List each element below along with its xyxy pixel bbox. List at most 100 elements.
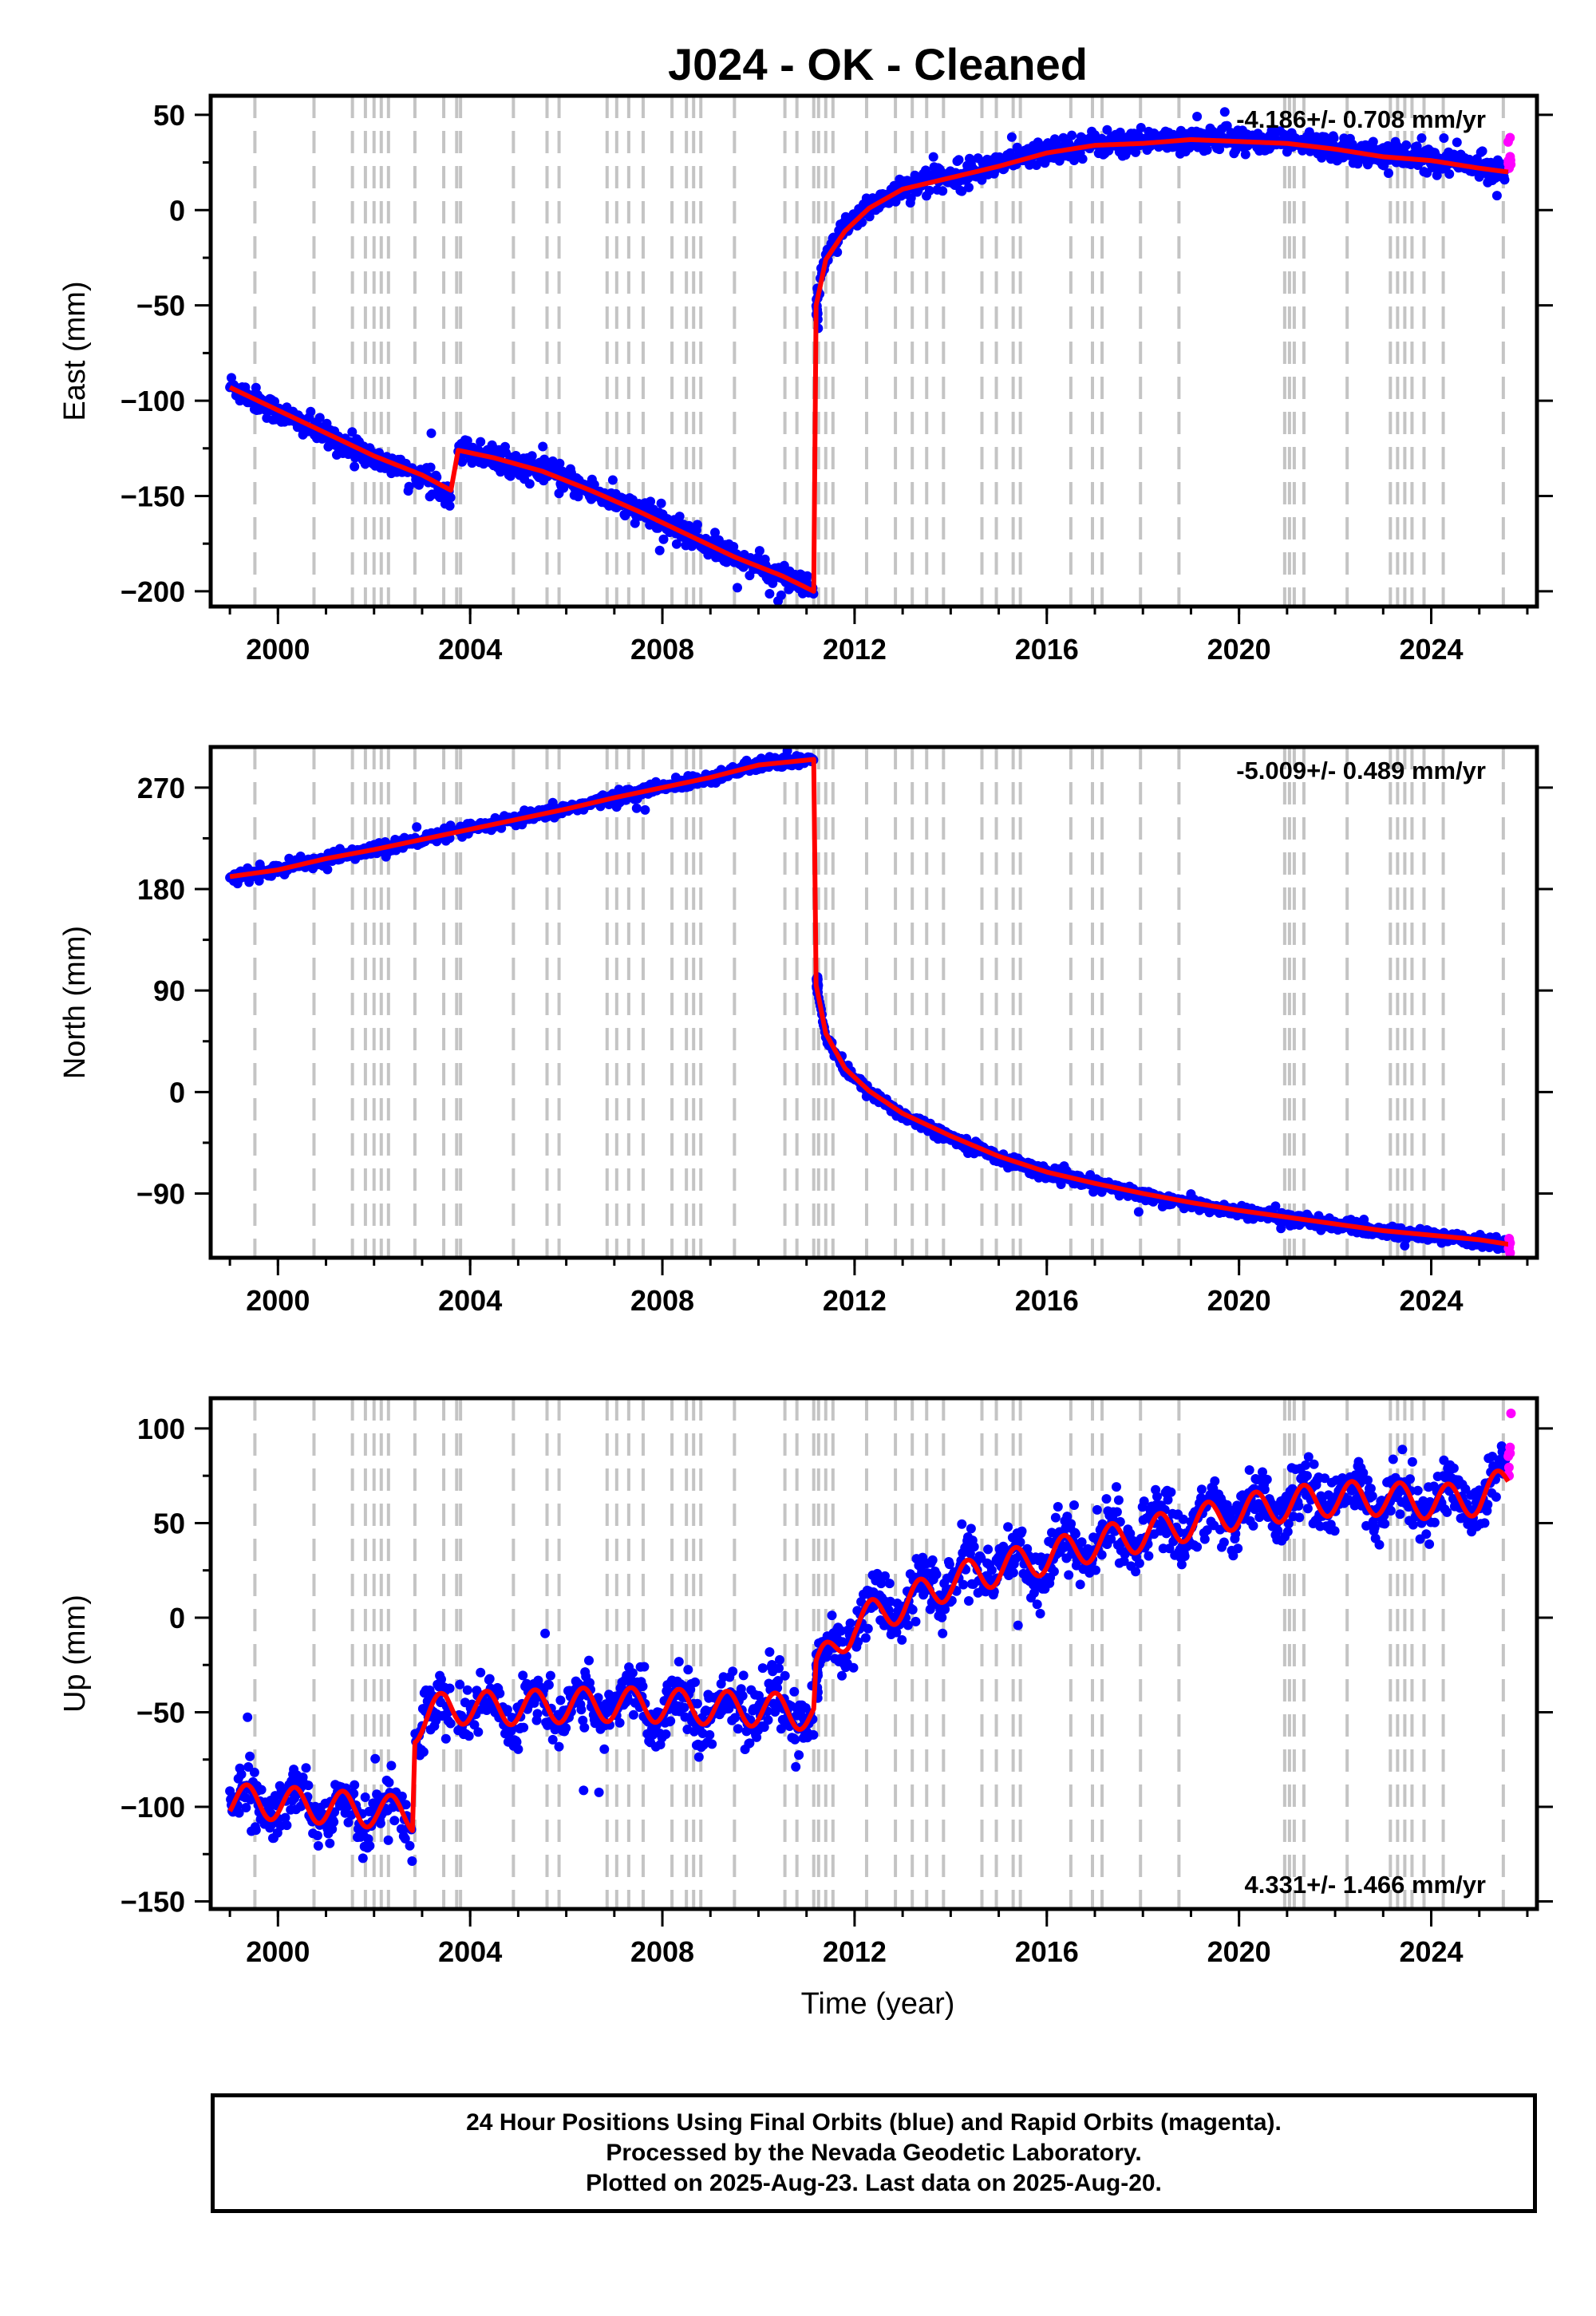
final-orbit-point [358,1853,368,1863]
final-orbit-point [864,211,875,222]
final-orbit-point [445,492,456,503]
final-orbit-point [1384,168,1393,178]
final-orbit-point [733,1724,743,1734]
final-orbit-point [897,1634,907,1645]
final-orbit-point [1196,1484,1207,1495]
final-orbit-point [455,1679,465,1690]
x-tick-label: 2020 [1207,1284,1271,1317]
final-orbit-point [1248,1520,1258,1531]
final-orbit-point [347,427,358,437]
final-orbit-point [710,528,720,538]
final-orbit-point [966,1524,976,1534]
final-orbit-point [1077,154,1088,164]
final-orbit-point [360,1792,370,1802]
final-orbit-point [1131,1567,1141,1577]
final-orbit-point [282,1820,292,1831]
final-orbit-point [646,496,656,507]
final-orbit-point [983,1544,994,1555]
final-orbit-point [738,1670,749,1681]
final-orbit-point [658,534,669,544]
final-orbit-point [256,1784,267,1795]
final-orbit-point [312,1831,322,1840]
final-orbit-point [782,747,792,756]
rapid-orbit-point [1503,156,1514,166]
final-orbit-point [404,481,414,492]
final-orbit-point [1192,1542,1203,1552]
x-tick-label: 2012 [823,1284,887,1317]
final-orbit-point [389,1816,400,1826]
final-orbit-point [350,461,360,472]
final-orbit-point [757,1663,768,1674]
final-orbit-point [1144,1551,1154,1561]
final-orbit-point [502,1705,512,1715]
y-tick-label: −90 [136,1177,185,1210]
final-orbit-point [1025,160,1035,170]
x-tick-label: 2004 [438,1284,502,1317]
north-x-axis: 2000 2004 2008 2012 2016 2020 2024 [228,1258,1529,1317]
y-tick-label: 0 [169,194,185,227]
final-orbit-point [692,1698,702,1709]
final-orbit-point [236,1769,247,1780]
final-orbit-point [561,1723,571,1733]
final-orbit-point [314,413,325,423]
final-orbit-point [937,1612,947,1622]
final-orbit-point [425,462,436,472]
final-orbit-point [270,397,279,407]
final-orbit-point [426,428,437,438]
final-orbit-point [1499,175,1510,185]
north-model-fit-line [227,757,1511,1247]
final-orbit-point [313,1840,323,1851]
final-orbit-point [789,1686,800,1697]
final-orbit-point [1049,1567,1059,1577]
final-orbit-point [683,1665,693,1675]
final-orbit-point [234,1808,244,1818]
x-tick-label: 2024 [1399,633,1463,666]
final-orbit-point [444,1683,455,1694]
final-orbit-point [538,441,548,452]
final-orbit-point [638,1682,648,1691]
final-orbit-point [911,1616,921,1626]
final-orbit-point [1401,140,1412,150]
final-orbit-point [1035,1608,1045,1618]
y-tick-label: −150 [120,480,185,512]
final-orbit-point [589,480,599,490]
final-orbit-point [396,1824,406,1834]
final-orbit-point [327,1824,338,1834]
final-orbit-point [640,804,650,815]
final-orbit-point [607,475,618,485]
east-x-axis: 2000 2004 2008 2012 2016 2020 2024 [228,607,1529,666]
final-orbit-point [863,1623,873,1634]
y-tick-label: 180 [137,873,185,906]
final-orbit-point [860,1633,871,1643]
final-orbit-point [790,1734,800,1745]
final-orbit-point [1075,1579,1085,1590]
final-orbit-point [1233,1543,1243,1554]
final-orbit-point [1262,1474,1272,1484]
final-orbit-point [329,1817,339,1827]
final-orbit-point [654,545,665,555]
final-orbit-point [343,1817,354,1828]
final-orbit-point [845,1618,855,1628]
final-orbit-point [1112,1507,1122,1517]
x-tick-label: 2012 [823,633,887,666]
y-tick-label: 270 [137,772,185,804]
final-orbit-point [827,1611,837,1621]
final-orbit-point [977,175,987,185]
final-orbit-point [656,498,666,508]
final-orbit-point [1136,123,1146,132]
north-y-axis-title: North (mm) [58,926,92,1079]
final-orbit-point [776,590,786,600]
east-y-axis: 500−50−100−150−200 [120,99,1553,608]
final-orbit-point [1131,147,1141,157]
final-orbit-point [579,1722,590,1733]
final-orbit-point [1179,1551,1190,1561]
final-orbit-point [1329,133,1339,143]
y-tick-label: 50 [153,99,185,132]
final-orbit-point [1477,146,1487,156]
final-orbit-point [1003,1522,1013,1532]
north-plot-frame [208,745,1539,1260]
final-orbit-point [954,155,964,165]
final-orbit-point [763,1715,773,1725]
final-orbit-point [584,1655,594,1666]
final-orbit-point [384,1777,394,1788]
